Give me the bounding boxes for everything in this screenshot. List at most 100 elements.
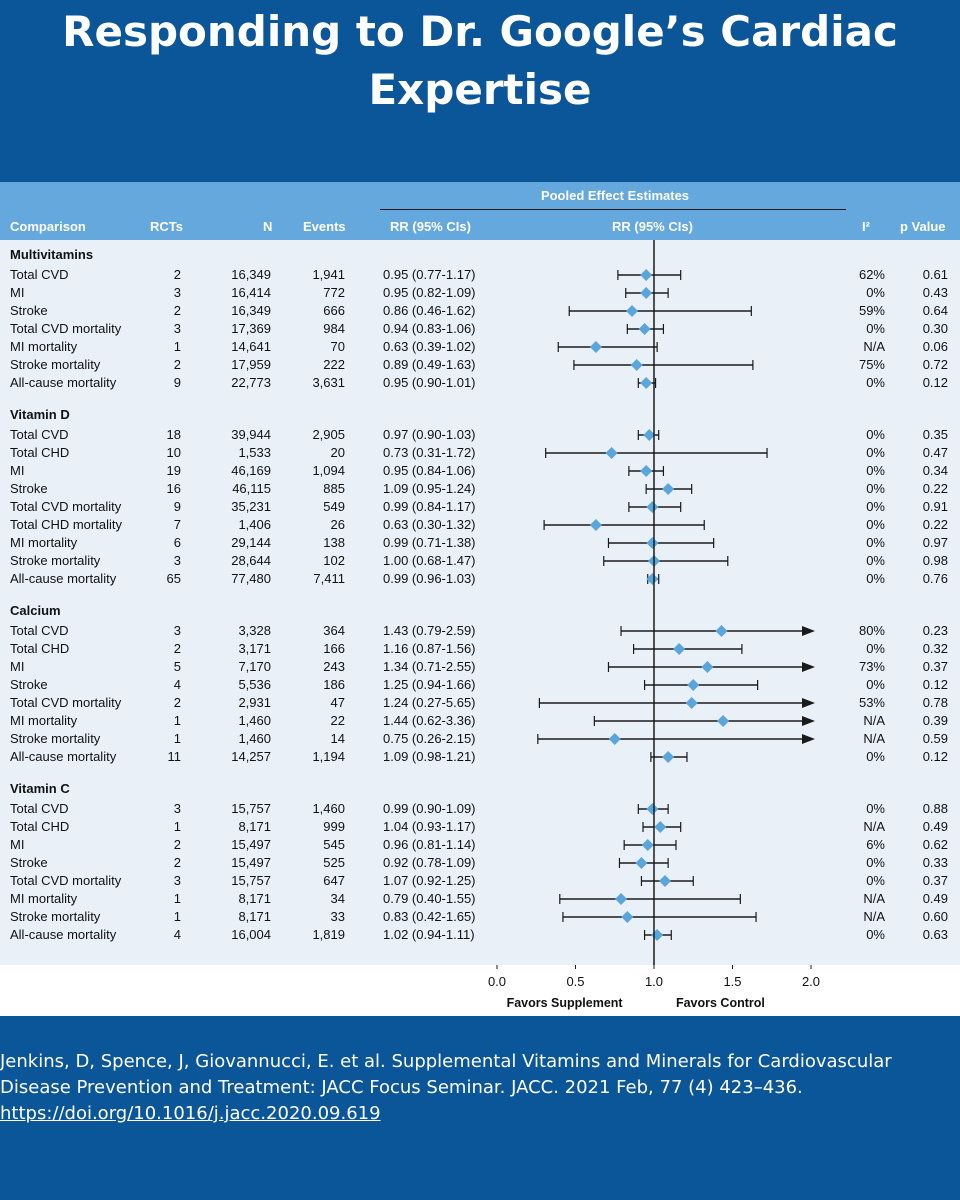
row-rcts: 4 bbox=[173, 927, 181, 942]
row-p-value: 0.59 bbox=[922, 731, 948, 746]
row-rcts: 5 bbox=[173, 659, 181, 674]
citation: Jenkins, D, Spence, J, Giovannucci, E. e… bbox=[0, 1049, 950, 1127]
row-events: 3,631 bbox=[312, 375, 345, 390]
row-i2: 0% bbox=[866, 375, 885, 390]
point-estimate-marker bbox=[643, 429, 656, 441]
row-n: 39,944 bbox=[231, 427, 271, 442]
row-rcts: 11 bbox=[167, 749, 182, 764]
row-i2: N/A bbox=[863, 731, 885, 746]
point-estimate-marker bbox=[651, 929, 664, 941]
row-p-value: 0.23 bbox=[922, 623, 948, 638]
point-estimate-marker bbox=[646, 501, 659, 513]
row-label: Stroke mortality bbox=[10, 731, 101, 746]
row-p-value: 0.12 bbox=[922, 749, 948, 764]
row-p-value: 0.91 bbox=[922, 499, 948, 514]
row-p-value: 0.49 bbox=[922, 819, 948, 834]
row-n: 14,641 bbox=[231, 339, 271, 354]
row-label: MI bbox=[10, 463, 25, 478]
row-p-value: 0.12 bbox=[922, 375, 948, 390]
row-rcts: 9 bbox=[173, 499, 181, 514]
row-events: 138 bbox=[323, 535, 345, 550]
col-i2: I² bbox=[862, 219, 870, 234]
point-estimate-marker bbox=[615, 893, 628, 905]
point-estimate-marker bbox=[626, 305, 639, 317]
row-n: 15,757 bbox=[231, 873, 271, 888]
row-i2: 0% bbox=[866, 535, 885, 550]
row-label: All-cause mortality bbox=[10, 927, 117, 942]
row-n: 1,406 bbox=[238, 517, 271, 532]
row-p-value: 0.12 bbox=[922, 677, 948, 692]
row-events: 166 bbox=[323, 641, 345, 656]
row-p-value: 0.72 bbox=[922, 357, 948, 372]
row-rr-text: 0.75 (0.26-2.15) bbox=[383, 731, 476, 746]
row-n: 15,497 bbox=[231, 855, 271, 870]
row-i2: 6% bbox=[866, 837, 885, 852]
row-p-value: 0.76 bbox=[922, 571, 948, 586]
point-estimate-marker bbox=[662, 751, 675, 763]
row-n: 28,644 bbox=[231, 553, 271, 568]
row-rcts: 2 bbox=[173, 303, 181, 318]
row-events: 14 bbox=[330, 731, 345, 746]
row-i2: 0% bbox=[866, 927, 885, 942]
row-n: 16,414 bbox=[231, 285, 271, 300]
point-estimate-marker bbox=[640, 465, 653, 477]
row-label: Total CVD bbox=[10, 427, 69, 442]
point-estimate-marker bbox=[701, 661, 714, 673]
row-events: 1,194 bbox=[312, 749, 345, 764]
point-estimate-marker bbox=[638, 323, 651, 335]
point-estimate-marker bbox=[646, 537, 659, 549]
row-rcts: 1 bbox=[173, 731, 181, 746]
row-rr-text: 0.94 (0.83-1.06) bbox=[383, 321, 476, 336]
row-n: 8,171 bbox=[238, 909, 271, 924]
row-events: 33 bbox=[330, 909, 345, 924]
row-p-value: 0.62 bbox=[922, 837, 948, 852]
row-n: 29,144 bbox=[231, 535, 271, 550]
row-rcts: 1 bbox=[173, 891, 181, 906]
row-label: Total CVD bbox=[10, 801, 69, 816]
row-label: Stroke bbox=[10, 303, 48, 318]
row-rr-text: 1.00 (0.68-1.47) bbox=[383, 553, 476, 568]
favors-control-label: Favors Control bbox=[676, 996, 765, 1010]
row-rr-text: 0.89 (0.49-1.63) bbox=[383, 357, 476, 372]
row-rcts: 2 bbox=[173, 837, 181, 852]
row-rcts: 3 bbox=[173, 623, 181, 638]
row-events: 243 bbox=[323, 659, 345, 674]
row-label: All-cause mortality bbox=[10, 749, 117, 764]
row-i2: 0% bbox=[866, 749, 885, 764]
row-rr-text: 0.92 (0.78-1.09) bbox=[383, 855, 476, 870]
ci-arrow bbox=[802, 734, 815, 744]
row-rr-text: 1.02 (0.94-1.11) bbox=[383, 927, 475, 942]
row-p-value: 0.06 bbox=[922, 339, 948, 354]
row-label: All-cause mortality bbox=[10, 571, 117, 586]
row-events: 70 bbox=[330, 339, 345, 354]
row-label: Stroke mortality bbox=[10, 909, 101, 924]
row-i2: 0% bbox=[866, 641, 885, 656]
row-label: Total CHD mortality bbox=[10, 517, 122, 532]
row-label: Total CHD bbox=[10, 641, 70, 656]
row-rr-text: 1.25 (0.94-1.66) bbox=[383, 677, 476, 692]
row-p-value: 0.97 bbox=[922, 535, 948, 550]
row-events: 772 bbox=[323, 285, 345, 300]
row-events: 885 bbox=[323, 481, 345, 496]
row-events: 26 bbox=[330, 517, 345, 532]
point-estimate-marker bbox=[658, 875, 671, 887]
row-p-value: 0.49 bbox=[922, 891, 948, 906]
citation-link[interactable]: https://doi.org/10.1016/j.jacc.2020.09.6… bbox=[0, 1103, 381, 1124]
row-i2: N/A bbox=[863, 819, 885, 834]
row-label: Stroke bbox=[10, 677, 48, 692]
row-rr-text: 0.97 (0.90-1.03) bbox=[383, 427, 476, 442]
row-rcts: 65 bbox=[166, 571, 181, 586]
col-events: Events bbox=[303, 219, 346, 234]
row-i2: 73% bbox=[858, 659, 885, 674]
row-label: MI bbox=[10, 837, 25, 852]
row-p-value: 0.35 bbox=[922, 427, 948, 442]
row-i2: 62% bbox=[858, 267, 885, 282]
row-rr-text: 0.83 (0.42-1.65) bbox=[383, 909, 476, 924]
row-n: 8,171 bbox=[238, 891, 271, 906]
row-i2: 0% bbox=[866, 321, 885, 336]
row-rcts: 6 bbox=[173, 535, 181, 550]
row-p-value: 0.22 bbox=[922, 517, 948, 532]
row-i2: 0% bbox=[866, 481, 885, 496]
row-events: 186 bbox=[323, 677, 345, 692]
row-p-value: 0.37 bbox=[922, 873, 948, 888]
